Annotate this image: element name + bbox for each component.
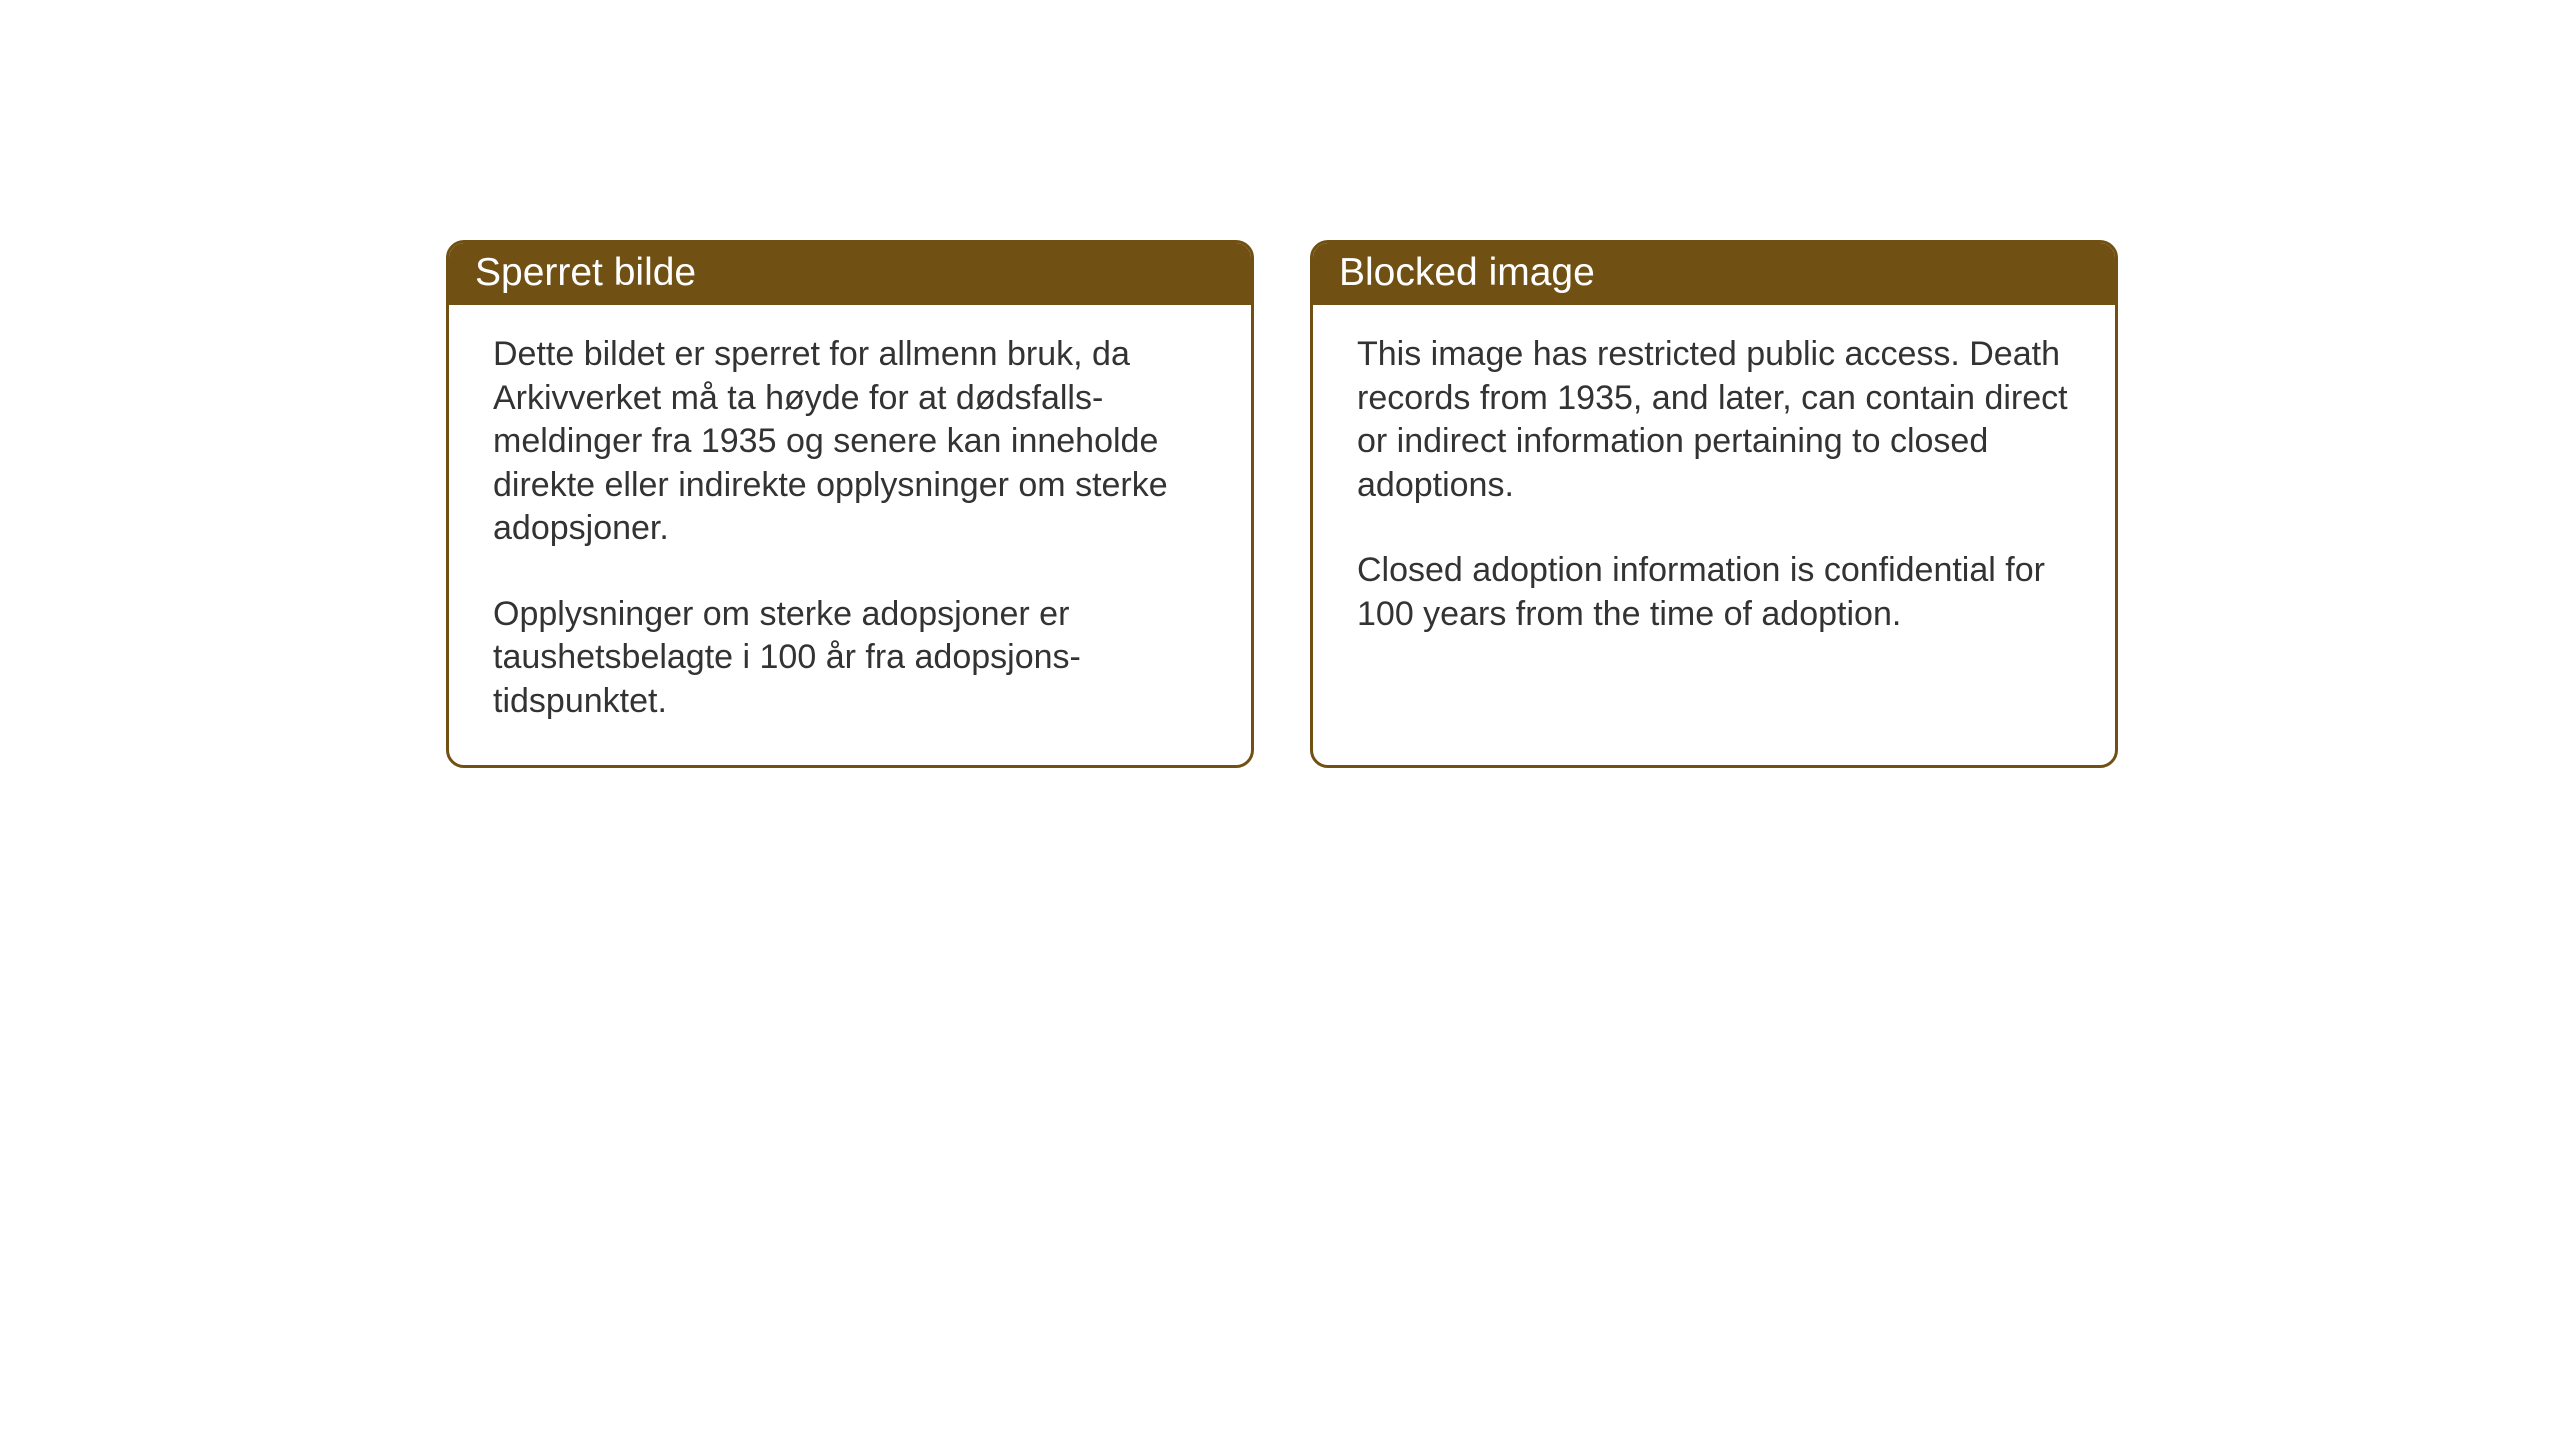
notice-card-english: Blocked image This image has restricted … — [1310, 240, 2118, 768]
notice-container: Sperret bilde Dette bildet er sperret fo… — [446, 240, 2118, 768]
card-paragraph-2-english: Closed adoption information is confident… — [1357, 549, 2077, 636]
card-header-norwegian: Sperret bilde — [449, 243, 1251, 305]
card-body-english: This image has restricted public access.… — [1313, 305, 2115, 678]
card-header-english: Blocked image — [1313, 243, 2115, 305]
card-paragraph-1-english: This image has restricted public access.… — [1357, 333, 2077, 507]
card-paragraph-2-norwegian: Opplysninger om sterke adopsjoner er tau… — [493, 593, 1213, 724]
notice-card-norwegian: Sperret bilde Dette bildet er sperret fo… — [446, 240, 1254, 768]
card-paragraph-1-norwegian: Dette bildet er sperret for allmenn bruk… — [493, 333, 1213, 551]
card-title-norwegian: Sperret bilde — [475, 251, 696, 294]
card-title-english: Blocked image — [1339, 251, 1595, 294]
card-body-norwegian: Dette bildet er sperret for allmenn bruk… — [449, 305, 1251, 765]
